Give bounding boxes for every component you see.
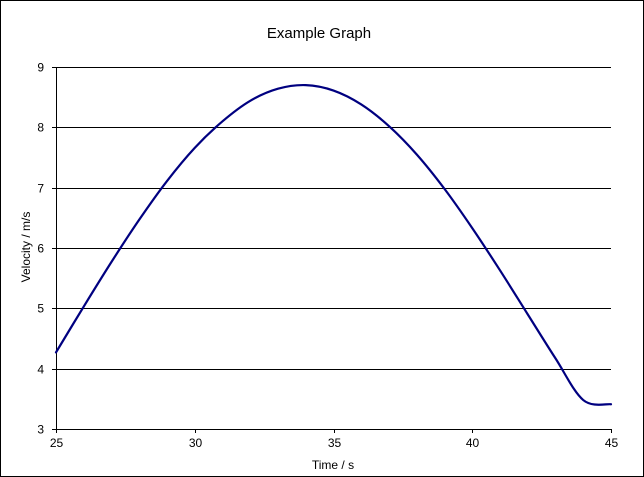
y-tick-label: 5 — [37, 302, 44, 316]
y-tick-label: 6 — [37, 242, 44, 256]
x-tick-label: 45 — [605, 436, 619, 450]
x-tick-label: 25 — [50, 436, 64, 450]
y-axis-label: Velocity / m/s — [19, 212, 33, 283]
y-tick-label: 3 — [37, 423, 44, 437]
chart-title: Example Graph — [267, 25, 371, 42]
x-tick-label: 40 — [466, 436, 480, 450]
x-tick-labels: 25 30 35 40 45 — [50, 436, 619, 450]
x-tick-label: 30 — [189, 436, 203, 450]
y-tick-label: 7 — [37, 182, 44, 196]
x-axis-label: Time / s — [312, 458, 354, 472]
grid-lines — [56, 67, 611, 370]
y-tick-labels: 3 4 5 6 7 8 9 — [37, 61, 44, 437]
series-layer — [54, 83, 613, 406]
series-line-0 — [54, 83, 613, 406]
axes — [52, 67, 612, 433]
y-tick-label: 9 — [37, 61, 44, 75]
y-tick-label: 8 — [37, 121, 44, 135]
y-tick-label: 4 — [37, 363, 44, 377]
x-tick-label: 35 — [328, 436, 342, 450]
